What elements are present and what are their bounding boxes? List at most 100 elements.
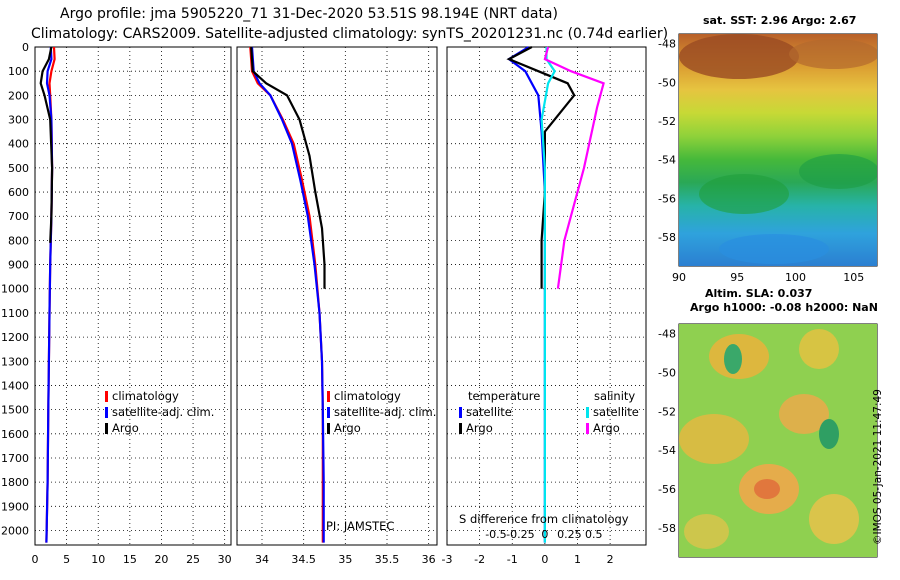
diff-series-temperature-satellite — [507, 46, 547, 543]
sal-legend-label: climatology — [334, 389, 401, 403]
sst-map-ytick: -56 — [658, 192, 676, 205]
diff-frame — [446, 46, 647, 546]
temp-xtick-label: 0 — [32, 553, 39, 566]
sal-xtick-label: 34 — [255, 553, 269, 566]
depth-tick-label: 600 — [8, 186, 29, 199]
sst-heatmap — [679, 34, 877, 266]
depth-tick-label: 1300 — [1, 355, 29, 368]
sst-heatmap-patch — [799, 154, 877, 189]
depth-tick-label: 1100 — [1, 307, 29, 320]
diff-legend-label: Argo — [466, 421, 493, 435]
temp-xtick-label: 10 — [91, 553, 105, 566]
sal-legend-swatch — [327, 423, 330, 434]
s-diff-tick-label: -0.25 — [506, 528, 534, 541]
temp-frame — [34, 46, 232, 546]
sla-heatmap-patch — [799, 329, 839, 369]
sla-map-ytick: -54 — [658, 444, 676, 457]
s-diff-tick-label: 0 — [541, 528, 548, 541]
depth-tick-label: 200 — [8, 89, 29, 102]
temp-legend-swatch — [105, 423, 108, 434]
diff-xtick-label: 1 — [574, 553, 581, 566]
sla-heatmap-patch — [724, 344, 742, 374]
sla-map-title-1: Altim. SLA: 0.037 — [705, 287, 813, 300]
sal-xtick-label: 35 — [338, 553, 352, 566]
depth-tick-label: 400 — [8, 138, 29, 151]
sal-frame — [236, 46, 438, 546]
sal-legend-swatch — [327, 391, 330, 402]
diff-xtick-label: -1 — [507, 553, 518, 566]
sst-heatmap-patch — [789, 39, 877, 69]
sal-series-argo — [250, 46, 326, 289]
depth-tick-label: 100 — [8, 65, 29, 78]
sst-map-ytick: -52 — [658, 115, 676, 128]
title-line-2: Climatology: CARS2009. Satellite-adjuste… — [31, 26, 669, 42]
sst-map-ytick: -54 — [658, 154, 676, 167]
sal-xtick-label: 34.5 — [291, 553, 316, 566]
temp-legend-swatch — [105, 391, 108, 402]
s-diff-tick-label: 0.5 — [585, 528, 603, 541]
depth-tick-label: 1400 — [1, 379, 29, 392]
sst-map-xtick: 90 — [672, 271, 686, 284]
depth-tick-label: 900 — [8, 259, 29, 272]
sla-map-ytick: -50 — [658, 367, 676, 380]
depth-tick-label: 700 — [8, 210, 29, 223]
sla-heatmap — [679, 324, 877, 557]
imos-credit: ©IMOS 05-Jan-2021 11:47:49 — [872, 389, 884, 545]
sla-map-ytick: -58 — [658, 522, 676, 535]
depth-tick-label: 1700 — [1, 452, 29, 465]
sla-heatmap-patch — [819, 419, 839, 449]
s-diff-label: S difference from climatology — [459, 512, 629, 526]
s-diff-tick-label: 0.25 — [557, 528, 582, 541]
diff-series-salinity-satellite — [540, 47, 556, 543]
diff-legend-swatch — [586, 407, 589, 418]
sal-legend-swatch — [327, 407, 330, 418]
diff-series-temperature-argo — [506, 46, 576, 289]
diff-legend-title-salinity: salinity — [594, 389, 635, 403]
diff-legend-swatch — [459, 407, 462, 418]
depth-tick-label: 1000 — [1, 283, 29, 296]
depth-tick-label: 0 — [22, 41, 29, 54]
sla-heatmap-patch — [809, 494, 859, 544]
diff-legend-label: Argo — [593, 421, 620, 435]
depth-tick-label: 2000 — [1, 524, 29, 537]
sal-legend-label: satellite-adj. clim. — [334, 405, 436, 419]
diff-xtick-label: -2 — [474, 553, 485, 566]
diff-legend-label: satellite — [466, 405, 512, 419]
sal-xtick-label: 35.5 — [375, 553, 400, 566]
sst-map-ytick: -48 — [658, 38, 676, 51]
sal-xtick-label: 36 — [422, 553, 436, 566]
sst-heatmap-patch — [699, 174, 789, 214]
sla-map-title-2: Argo h1000: -0.08 h2000: NaN — [690, 301, 878, 314]
diff-legend-title-temperature: temperature — [468, 389, 540, 403]
sla-map-ytick: -56 — [658, 483, 676, 496]
temp-xtick-label: 30 — [218, 553, 232, 566]
sst-heatmap-patch — [679, 34, 799, 79]
depth-tick-label: 300 — [8, 114, 29, 127]
sla-heatmap-patch — [754, 479, 780, 499]
sal-series-climatology — [249, 46, 324, 543]
depth-tick-label: 1200 — [1, 331, 29, 344]
depth-tick-label: 500 — [8, 162, 29, 175]
sla-map-ytick: -48 — [658, 328, 676, 341]
s-diff-tick-label: -0.5 — [485, 528, 506, 541]
sst-map-title: sat. SST: 2.96 Argo: 2.67 — [703, 14, 857, 27]
temp-legend-label: satellite-adj. clim. — [112, 405, 214, 419]
depth-tick-label: 1900 — [1, 500, 29, 513]
temp-xtick-label: 15 — [123, 553, 137, 566]
diff-xtick-label: -3 — [442, 553, 453, 566]
temp-legend-label: Argo — [112, 421, 139, 435]
depth-tick-label: 1800 — [1, 476, 29, 489]
temp-xtick-label: 5 — [63, 553, 70, 566]
sla-map-ytick: -52 — [658, 405, 676, 418]
sal-legend-label: Argo — [334, 421, 361, 435]
sst-map-xtick: 105 — [843, 271, 864, 284]
depth-tick-label: 1600 — [1, 428, 29, 441]
sla-heatmap-patch — [684, 514, 729, 549]
depth-tick-label: 1500 — [1, 404, 29, 417]
diff-legend-swatch — [459, 423, 462, 434]
diff-series-salinity-argo — [543, 46, 605, 289]
diff-xtick-label: 2 — [607, 553, 614, 566]
temp-series-argo — [39, 46, 54, 243]
temp-xtick-label: 25 — [186, 553, 200, 566]
